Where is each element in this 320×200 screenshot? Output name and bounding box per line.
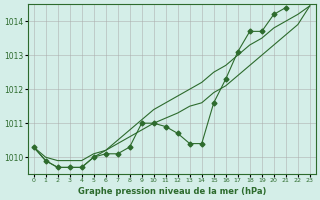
X-axis label: Graphe pression niveau de la mer (hPa): Graphe pression niveau de la mer (hPa) xyxy=(77,187,266,196)
